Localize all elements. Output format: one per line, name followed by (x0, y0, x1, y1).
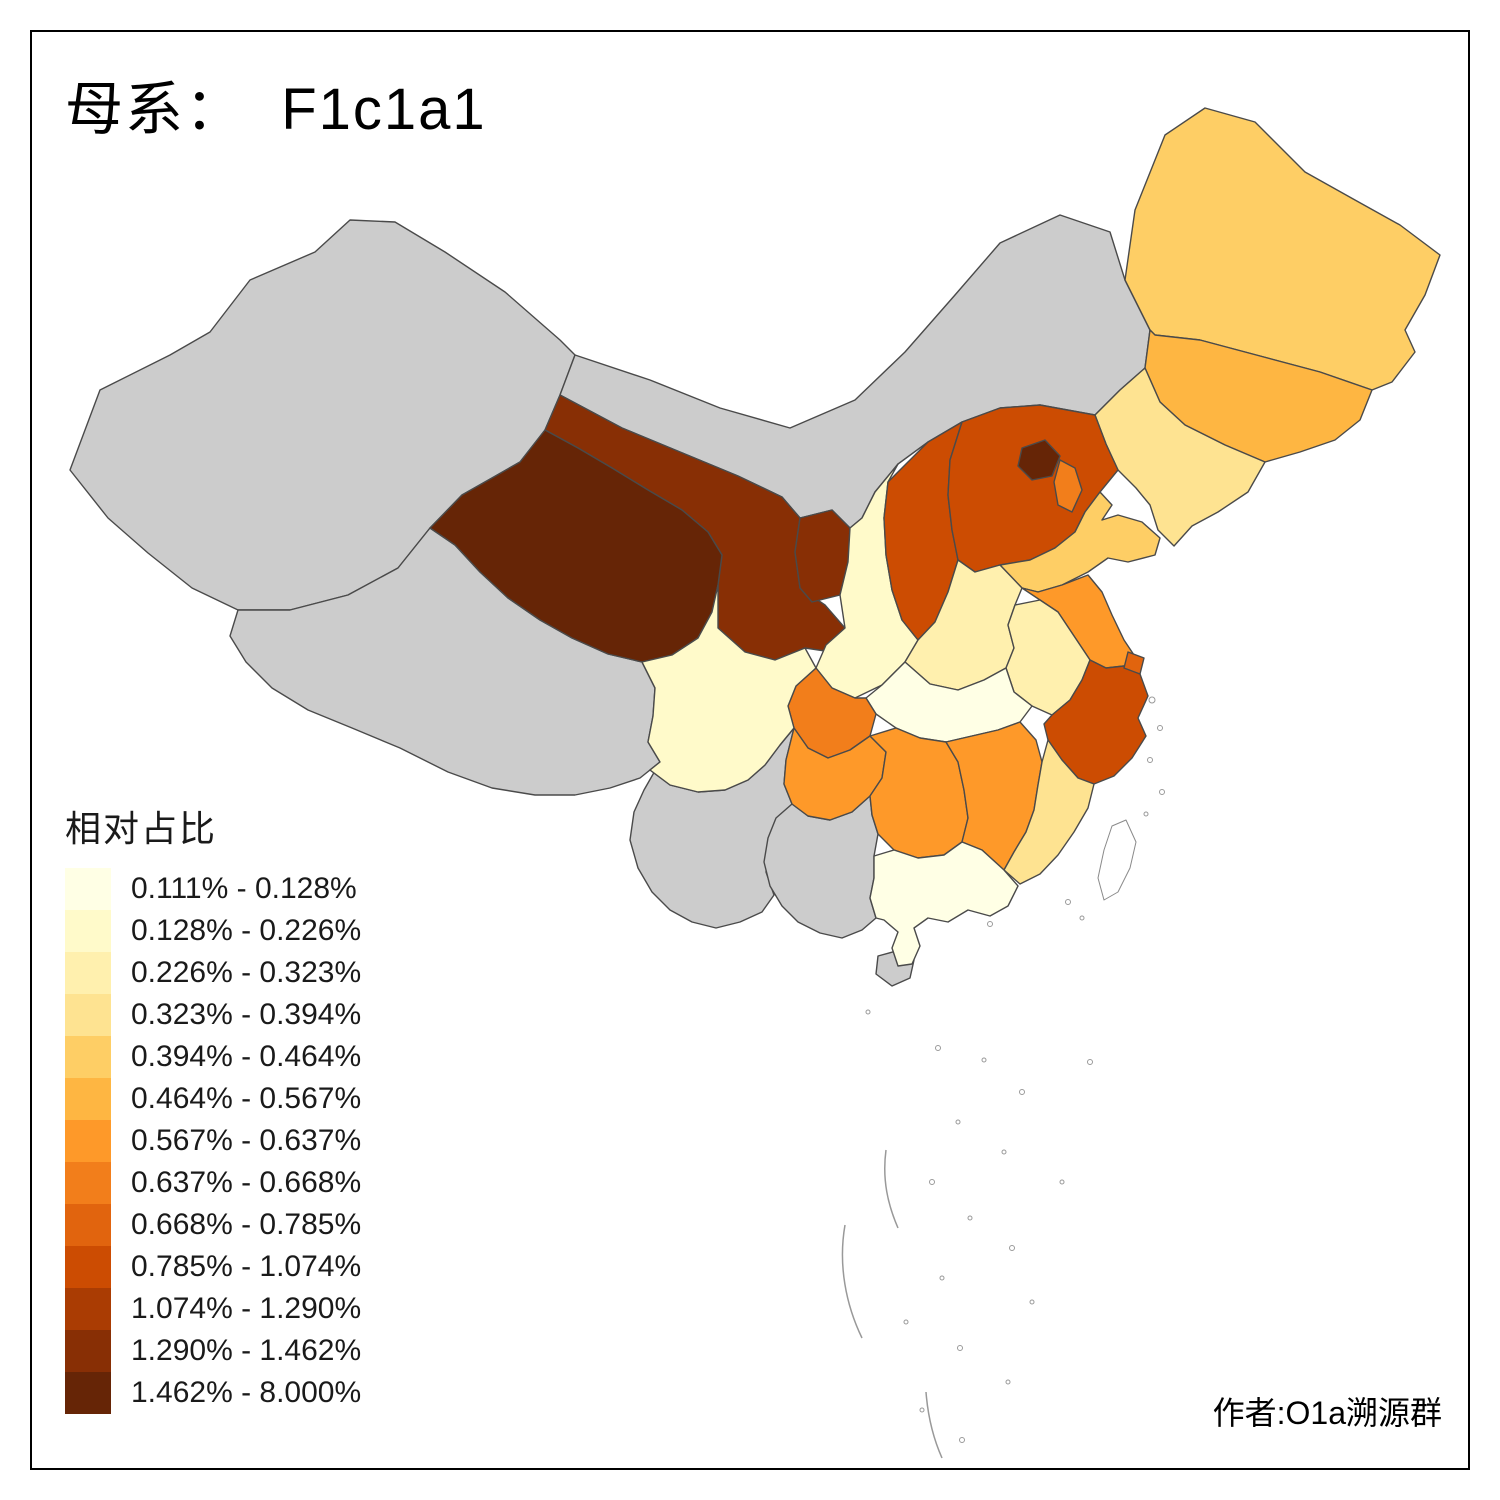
legend-swatch (65, 1246, 111, 1288)
legend-swatch (65, 1204, 111, 1246)
legend-item: 0.111% - 0.128% (65, 868, 361, 910)
legend-swatch (65, 1036, 111, 1078)
legend-label: 0.637% - 0.668% (131, 1166, 362, 1199)
map-title: 母系： F1c1a1 (65, 77, 487, 142)
legend-label: 0.464% - 0.567% (131, 1082, 362, 1115)
legend-item: 1.462% - 8.000% (65, 1372, 361, 1414)
province-taiwan (1097, 819, 1137, 901)
legend-item: 0.637% - 0.668% (65, 1162, 361, 1204)
sea-boundary-line (841, 1224, 863, 1339)
legend-label: 1.462% - 8.000% (131, 1376, 362, 1409)
legend-item: 0.668% - 0.785% (65, 1204, 361, 1246)
province-shanghai (1123, 651, 1145, 675)
province-liaoning (1094, 367, 1266, 547)
legend-label: 0.668% - 0.785% (131, 1208, 362, 1241)
legend-item: 0.464% - 0.567% (65, 1078, 361, 1120)
province-tianjin (1053, 459, 1083, 513)
province-guangdong (869, 841, 1019, 967)
legend-label: 0.567% - 0.637% (131, 1124, 362, 1157)
legend-label: 0.128% - 0.226% (131, 914, 362, 947)
legend-swatch (65, 1288, 111, 1330)
province-fujian (1003, 739, 1095, 885)
legend-swatch (65, 1330, 111, 1372)
legend-label: 0.785% - 1.074% (131, 1250, 362, 1283)
legend-swatch (65, 910, 111, 952)
legend-item: 0.323% - 0.394% (65, 994, 361, 1036)
legend-item: 1.290% - 1.462% (65, 1330, 361, 1372)
legend-swatch (65, 868, 111, 910)
legend-item: 1.074% - 1.290% (65, 1288, 361, 1330)
sea-islands (841, 696, 1165, 1459)
legend-label: 0.111% - 0.128% (131, 872, 357, 905)
legend-item: 0.567% - 0.637% (65, 1120, 361, 1162)
legend-swatch (65, 994, 111, 1036)
legend-label: 0.323% - 0.394% (131, 998, 362, 1031)
legend-swatch (65, 1120, 111, 1162)
legend: 相对占比 0.111% - 0.128% 0.128% - 0.226% 0.226… (65, 800, 361, 1414)
legend-swatch (65, 1078, 111, 1120)
legend-label: 0.226% - 0.323% (131, 956, 362, 989)
attribution: 作者:O1a溯源群 (1212, 1395, 1442, 1431)
legend-item: 0.785% - 1.074% (65, 1246, 361, 1288)
legend-item: 0.128% - 0.226% (65, 910, 361, 952)
legend-title: 相对占比 (65, 808, 218, 849)
legend-swatch (65, 1372, 111, 1414)
legend-swatch (65, 952, 111, 994)
sea-boundary-line (884, 1149, 899, 1229)
sea-boundary-line (925, 1391, 943, 1459)
province-beijing (1017, 439, 1061, 481)
legend-swatch (65, 1162, 111, 1204)
legend-label: 0.394% - 0.464% (131, 1040, 362, 1073)
legend-label: 1.074% - 1.290% (131, 1292, 362, 1325)
legend-label: 1.290% - 1.462% (131, 1334, 362, 1367)
legend-item: 0.394% - 0.464% (65, 1036, 361, 1078)
legend-item: 0.226% - 0.323% (65, 952, 361, 994)
legend-items: 0.111% - 0.128% 0.128% - 0.226% 0.226% - 0… (65, 868, 361, 1414)
